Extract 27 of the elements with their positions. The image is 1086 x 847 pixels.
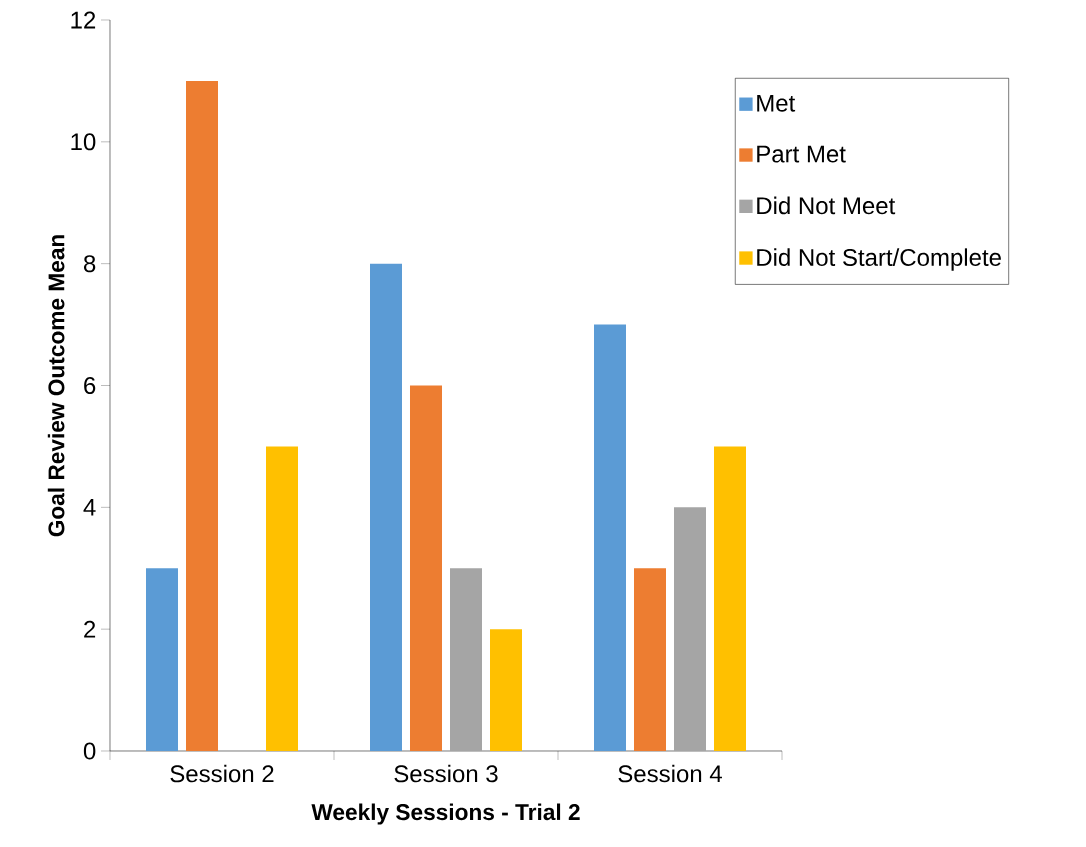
y-tick-label: 6 <box>84 376 96 394</box>
legend-label: Did Not Start/Complete <box>757 248 1001 271</box>
y-tick-label: 12 <box>71 11 96 29</box>
bar <box>490 629 522 751</box>
y-tick-label: 2 <box>84 620 96 638</box>
bar <box>594 324 626 751</box>
legend-label: Did Not Meet <box>757 196 896 215</box>
y-axis-title: Goal Review Outcome Mean <box>47 235 65 537</box>
bar <box>266 446 298 751</box>
bar <box>186 80 218 751</box>
x-axis-title: Weekly Sessions - Trial 2 <box>311 803 580 825</box>
y-tick-label: 8 <box>83 255 96 273</box>
y-tick-label: 0 <box>83 742 96 760</box>
x-tick-label: Session 3 <box>394 764 498 783</box>
legend-label: Part Met <box>757 145 846 163</box>
bar <box>714 446 746 751</box>
x-tick-label: Session 2 <box>170 764 274 783</box>
y-tick-label: 4 <box>83 499 96 516</box>
bar <box>370 263 402 751</box>
legend-label: Met <box>757 94 796 112</box>
y-tick-label: 10 <box>71 133 96 151</box>
bar <box>450 568 482 751</box>
bar <box>674 507 706 751</box>
x-tick-label: Session 4 <box>618 764 722 783</box>
bar <box>146 568 178 751</box>
bar <box>634 568 666 751</box>
bar <box>410 385 442 751</box>
